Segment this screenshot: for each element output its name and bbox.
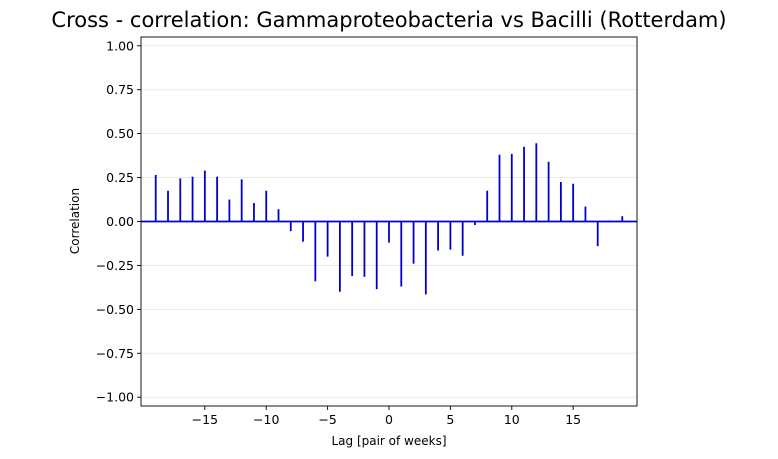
y-tick-label: 0.75 <box>106 82 134 97</box>
x-tick-label: −10 <box>253 412 279 427</box>
x-tick-label: 10 <box>504 412 520 427</box>
y-tick-label: 0.25 <box>106 170 134 185</box>
x-axis-ticks: −15 −10 −5 0 5 10 15 <box>192 406 581 427</box>
x-tick-label: −5 <box>318 412 336 427</box>
y-tick-label: −0.25 <box>96 258 134 273</box>
y-tick-label: −0.75 <box>96 346 134 361</box>
y-tick-label: 0.00 <box>106 214 134 229</box>
x-tick-label: 0 <box>385 412 393 427</box>
y-tick-label: −0.50 <box>96 302 134 317</box>
x-axis-label: Lag [pair of weeks] <box>331 434 446 448</box>
x-tick-label: −15 <box>192 412 218 427</box>
x-tick-label: 15 <box>565 412 581 427</box>
y-tick-label: 0.50 <box>106 126 134 141</box>
y-tick-label: −1.00 <box>96 390 134 405</box>
y-axis-ticks: −1.00 −0.75 −0.50 −0.25 0.00 0.25 0.50 0.75 1.00 <box>96 38 141 405</box>
y-tick-label: 1.00 <box>106 38 134 53</box>
correlation-bars <box>154 143 624 295</box>
chart-title: Cross - correlation: Gammaproteobacteria… <box>51 8 726 32</box>
y-axis-label: Correlation <box>68 188 82 254</box>
x-tick-label: 5 <box>446 412 454 427</box>
